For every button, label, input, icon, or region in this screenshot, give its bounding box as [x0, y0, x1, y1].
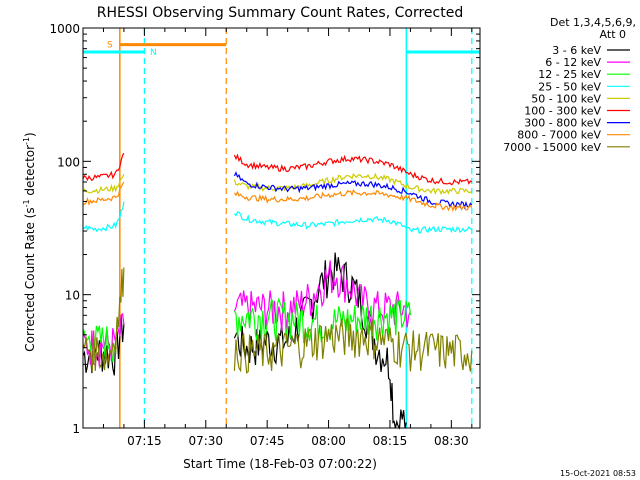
n-flag-label: N	[150, 48, 157, 58]
legend-entry-label-0: 3 - 6 keV	[552, 44, 601, 57]
y-axis-label-exp1: -1	[22, 199, 31, 207]
legend-entry-label-8: 7000 - 15000 keV	[503, 141, 601, 154]
series-line-4-segment-1	[233, 172, 473, 196]
y-tick-label-0: 1	[72, 422, 80, 436]
x-tick-label-2: 07:45	[250, 434, 285, 448]
y-axis-label-part1: Corrected Count Rate (s	[23, 207, 37, 351]
legend-header-line1: Det 1,3,4,5,6,9,	[550, 16, 636, 29]
series-line-8-segment-1	[233, 318, 473, 374]
legend-entry-label-3: 25 - 50 keV	[538, 80, 601, 93]
x-axis-label: Start Time (18-Feb-03 07:00:22)	[183, 457, 377, 471]
series-line-2-segment-1	[233, 297, 411, 344]
x-tick-label-5: 08:30	[434, 434, 469, 448]
y-axis-label-part2: detector	[23, 145, 37, 200]
series-line-3-segment-1	[233, 211, 472, 235]
legend-header-line2: Att 0	[600, 28, 626, 41]
y-axis-label-exp2: -1	[22, 137, 31, 145]
y-axis-label-end: )	[23, 132, 37, 137]
series-line-4-segment-0	[82, 174, 125, 195]
y-tick-label-2: 100	[57, 155, 80, 169]
legend-entry-label-1: 6 - 12 keV	[545, 56, 601, 69]
y-tick-label-1: 10	[65, 289, 80, 303]
chart-title: RHESSI Observing Summary Count Rates, Co…	[97, 5, 463, 21]
legend-entry-label-7: 800 - 7000 keV	[517, 129, 601, 142]
x-tick-label-4: 08:15	[373, 434, 408, 448]
series-line-3-segment-0	[82, 201, 125, 233]
legend-entry-label-4: 50 - 100 keV	[531, 92, 601, 105]
series-line-7-segment-0	[83, 181, 125, 206]
series-line-1-segment-1	[233, 260, 411, 332]
s-flag-label: S	[107, 41, 113, 51]
plot-frame	[82, 27, 481, 429]
series-line-8-segment-0	[82, 267, 125, 372]
legend-entry-label-2: 12 - 25 keV	[538, 68, 601, 81]
series-line-5-segment-1	[233, 153, 473, 186]
timestamp: 15-Oct-2021 08:53	[560, 469, 636, 478]
x-tick-label-0: 07:15	[127, 434, 162, 448]
series-line-7-segment-1	[233, 188, 473, 213]
x-tick-label-3: 08:00	[311, 434, 346, 448]
series-line-5-segment-0	[82, 152, 125, 182]
x-tick-label-1: 07:30	[188, 434, 223, 448]
legend-entry-label-5: 100 - 300 keV	[524, 105, 601, 118]
chart-marks: SN	[82, 28, 480, 430]
legend-entry-label-6: 300 - 800 keV	[524, 117, 601, 130]
y-axis-label: Corrected Count Rate (s-1 detector-1)	[22, 132, 37, 351]
chart-axes: 07:15 07:30 07:45 08:00 08:15 08:30 1 10 100 1000	[49, 22, 481, 448]
y-tick-label-3: 1000	[49, 22, 80, 36]
series-line-6-segment-0	[233, 171, 473, 210]
